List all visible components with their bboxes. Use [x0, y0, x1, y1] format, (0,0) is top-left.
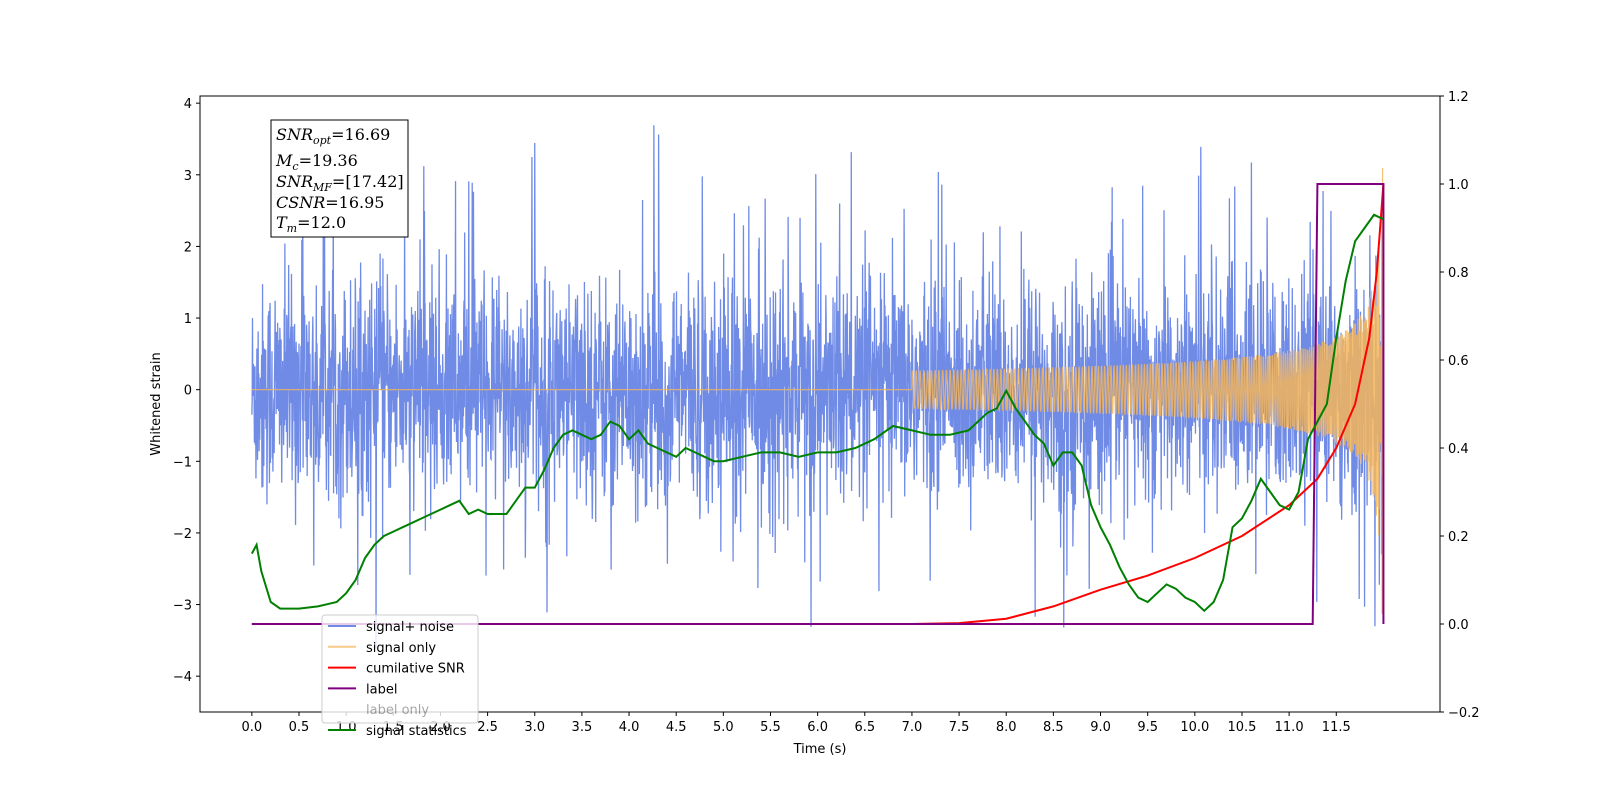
x-tick-label: 9.0: [1090, 720, 1111, 735]
annotation-line-tm: Tm=12.0: [276, 213, 346, 235]
legend-label: signal statistics: [366, 724, 467, 739]
x-axis-title: Time (s): [793, 742, 847, 757]
y2-tick-label: 0.2: [1448, 530, 1469, 545]
legend-label: cumilative SNR: [366, 662, 465, 677]
y-axis-title: Whitened strain: [149, 352, 164, 455]
x-tick-label: 1.5: [383, 720, 404, 735]
legend-item-signal-only: signal only: [328, 641, 436, 656]
x-tick-label: 10.5: [1228, 720, 1257, 735]
x-tick-label: 0.5: [289, 720, 310, 735]
x-tick-label: 5.5: [760, 720, 781, 735]
y-tick-label: −1: [173, 455, 192, 470]
x-tick-label: 3.0: [524, 720, 545, 735]
y-tick-label: −2: [173, 527, 192, 542]
legend-label: label: [366, 682, 397, 697]
y-tick-label: 3: [184, 169, 192, 184]
y2-tick-label: 0.6: [1448, 354, 1469, 369]
annotation-line-csnr: CSNR=16.95: [276, 193, 384, 212]
plot-area: [250, 125, 1385, 649]
x-tick-label: 7.5: [949, 720, 970, 735]
y2-tick-label: 1.2: [1448, 90, 1469, 105]
x-tick-label: 2.0: [430, 720, 451, 735]
series-cumilative-snr-line: [251, 183, 1385, 625]
series-signal-statistics-line: [250, 213, 1384, 613]
y2-tick-label: 0.4: [1448, 442, 1469, 457]
x-tick-label: 1.0: [336, 720, 357, 735]
legend-item-label: label: [328, 682, 397, 697]
legend-item-signal-statistics: signal statistics: [328, 724, 467, 739]
x-tick-label: 11.0: [1275, 720, 1304, 735]
y-axis-left: 4 3 2 1 0 −1 −2 −3 −4: [173, 97, 200, 685]
y2-tick-label: 0.8: [1448, 266, 1469, 281]
annotation-line-snr-opt: SNRopt=16.69: [276, 125, 390, 147]
x-tick-label: 9.5: [1137, 720, 1158, 735]
x-tick-label: 6.0: [807, 720, 828, 735]
legend: signal+ noise signal only cumilative SNR la…: [321, 614, 479, 739]
legend-item-label-only: label only: [366, 703, 429, 718]
legend-label: label only: [366, 703, 429, 718]
y2-tick-label: 1.0: [1448, 178, 1469, 193]
x-tick-label: 5.0: [713, 720, 734, 735]
y2-tick-label: −0.2: [1448, 706, 1480, 721]
series-label-line: [251, 183, 1385, 625]
x-tick-label: 3.5: [572, 720, 593, 735]
x-axis: 0.0 0.5 1.0 1.5 2.0 2.5 3.0 3.5 4.0 4.5 5.0 5.5 6.0 6…: [242, 712, 1351, 735]
annotation-line-snr-mf: SNRMF=[17.42]: [276, 172, 404, 194]
y2-tick-label: 0.0: [1448, 618, 1469, 633]
x-tick-label: 4.0: [619, 720, 640, 735]
x-tick-label: 8.0: [996, 720, 1017, 735]
legend-label: signal+ noise: [366, 620, 454, 635]
x-tick-label: 6.5: [854, 720, 875, 735]
x-tick-label: 4.5: [666, 720, 687, 735]
x-tick-label: 2.5: [477, 720, 498, 735]
annotation-line-mc: Mc=19.36: [275, 151, 358, 173]
y-tick-label: 2: [184, 240, 192, 255]
legend-label: signal only: [366, 641, 436, 656]
legend-item-cumilative-snr: cumilative SNR: [328, 662, 465, 677]
x-tick-label: 10.0: [1180, 720, 1209, 735]
y-tick-label: −4: [173, 670, 192, 685]
y-tick-label: 4: [184, 97, 192, 112]
y-axis-right: 1.2 1.0 0.8 0.6 0.4 0.2 0.0 −0.2: [1440, 90, 1480, 721]
annotation-box: SNRopt=16.69 Mc=19.36 SNRMF=[17.42] CSNR…: [270, 119, 409, 238]
plot-frame: [199, 95, 1441, 713]
y-tick-label: 0: [184, 384, 192, 399]
x-tick-label: 8.5: [1043, 720, 1064, 735]
x-tick-label: 0.0: [242, 720, 263, 735]
legend-item-signal-noise: signal+ noise: [328, 620, 454, 635]
x-tick-label: 11.5: [1322, 720, 1351, 735]
y-tick-label: −3: [173, 599, 192, 614]
series-signal-only-line: [251, 167, 1385, 614]
x-tick-label: 7.0: [902, 720, 923, 735]
y-tick-label: 1: [184, 312, 192, 327]
legend-box: [321, 614, 479, 724]
